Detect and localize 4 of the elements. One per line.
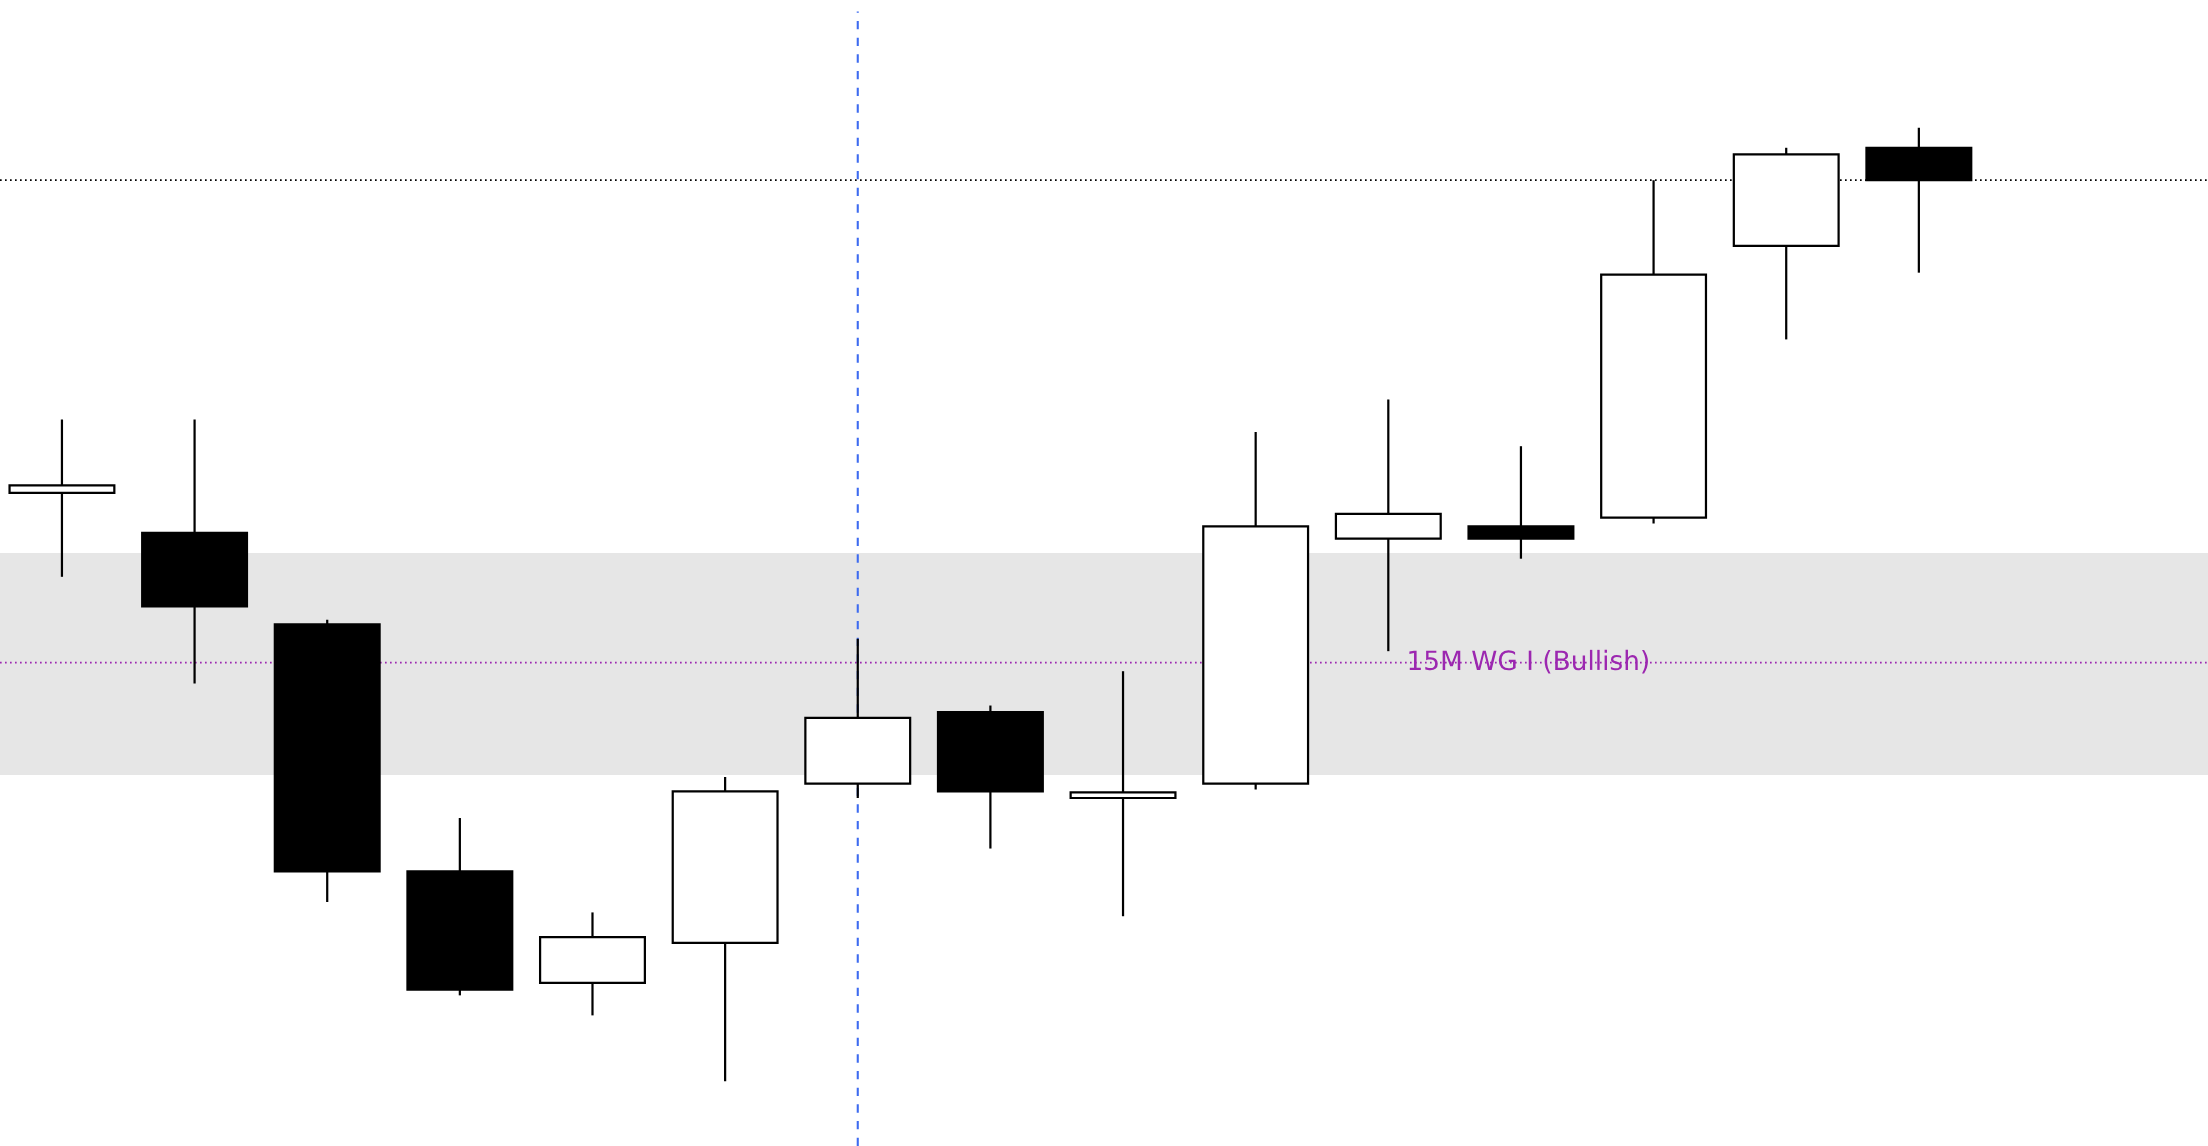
candlestick <box>8 418 116 578</box>
candlestick <box>1467 445 1575 560</box>
ref-line-label: 15M WG I (Bullish) <box>1409 649 1648 674</box>
candlestick <box>1069 670 1177 918</box>
